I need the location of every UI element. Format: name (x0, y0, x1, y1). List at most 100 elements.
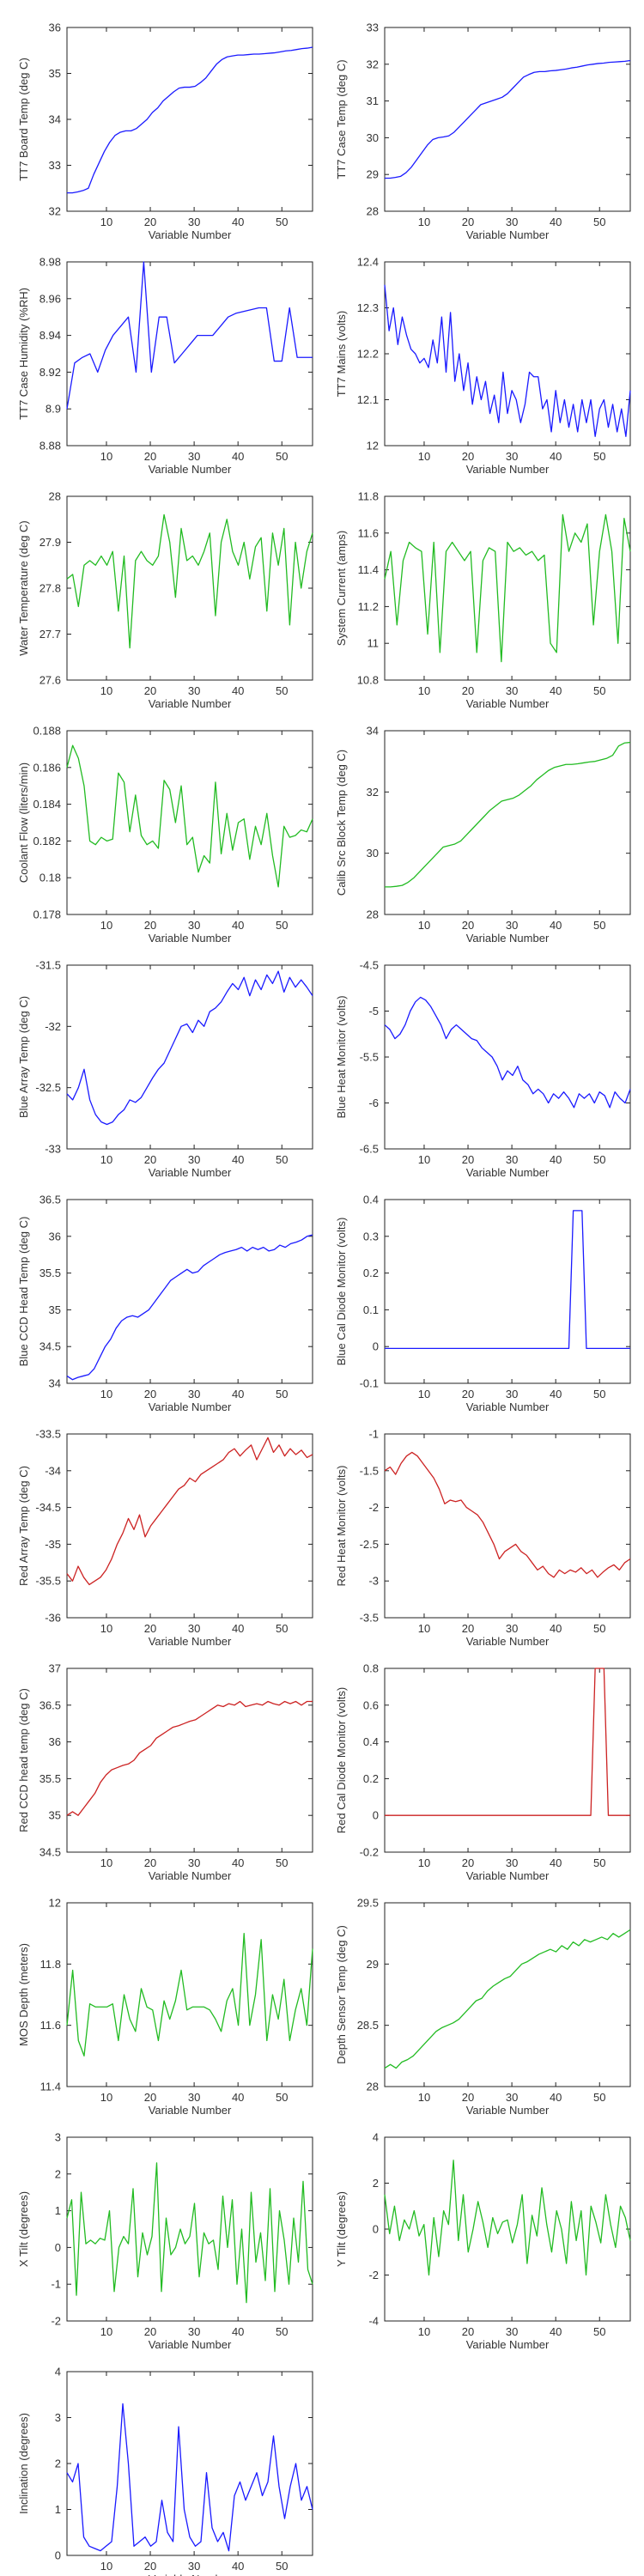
x-tick-label: 10 (100, 450, 112, 463)
y-tick-label: -31.5 (35, 959, 61, 972)
y-tick-label: 34 (49, 113, 61, 126)
plot-frame (66, 1433, 313, 1619)
y-tick-label: 12 (49, 1897, 61, 1910)
x-tick-label: 10 (100, 1388, 112, 1400)
y-tick-label: 11.6 (358, 526, 379, 539)
plot-frame (384, 730, 631, 915)
x-tick-label: 40 (232, 1622, 244, 1635)
x-axis-label: Variable Number (466, 228, 550, 241)
y-axis-label: TT7 Board Temp (deg C) (17, 58, 30, 181)
chart-panel-7: 0.178 0.18 0.182 0.184 0.186 0.188 10 20 30 40 50 V… (17, 725, 313, 945)
y-tick-label: 1 (55, 2503, 61, 2516)
y-tick-label: 29.5 (357, 1897, 379, 1910)
y-tick-label: 33 (367, 21, 379, 34)
x-tick-label: 40 (550, 450, 562, 463)
x-tick-label: 30 (188, 1153, 200, 1166)
x-tick-label: 20 (462, 2325, 474, 2338)
x-tick-label: 40 (232, 2091, 244, 2104)
plot-frame (384, 1668, 631, 1853)
y-axis-label: Blue Cal Diode Monitor (volts) (335, 1218, 348, 1366)
x-tick-label: 20 (462, 450, 474, 463)
y-tick-label: 8.88 (39, 440, 61, 453)
x-axis-label: Variable Number (466, 1166, 550, 1179)
y-tick-label: 32 (367, 58, 379, 70)
x-tick-label: 50 (593, 450, 605, 463)
y-axis-label: Blue CCD Head Temp (deg C) (17, 1217, 30, 1367)
y-tick-label: -34.5 (35, 1501, 61, 1514)
x-tick-label: 30 (188, 1622, 200, 1635)
y-tick-label: 28 (367, 205, 379, 218)
x-axis-label: Variable Number (149, 2338, 232, 2351)
x-tick-label: 10 (100, 1153, 112, 1166)
x-tick-label: 40 (550, 2091, 562, 2104)
y-tick-label: -3 (368, 1575, 379, 1588)
x-tick-label: 50 (593, 684, 605, 697)
x-tick-label: 10 (418, 2325, 430, 2338)
y-tick-label: 0.8 (363, 1662, 379, 1675)
y-tick-label: 35 (49, 67, 61, 80)
x-tick-label: 40 (232, 2560, 244, 2573)
x-tick-label: 10 (418, 684, 430, 697)
y-tick-label: 0 (55, 2241, 61, 2254)
x-axis-label: Variable Number (149, 1635, 232, 1648)
x-axis-label: Variable Number (466, 1869, 550, 1882)
y-tick-label: 0.18 (39, 872, 61, 884)
chart-panel-3: 8.88 8.9 8.92 8.94 8.96 8.98 10 20 30 40 50 Variabl… (17, 256, 313, 476)
x-tick-label: 50 (593, 1622, 605, 1635)
y-tick-label: 35.5 (39, 1772, 61, 1785)
y-tick-label: 35.5 (39, 1267, 61, 1279)
y-tick-label: 0 (373, 1809, 379, 1822)
y-tick-label: 12.1 (357, 393, 379, 406)
x-axis-label: Variable Number (149, 2104, 232, 2117)
series-line (66, 513, 313, 649)
x-tick-label: 20 (462, 919, 474, 932)
y-axis-label: TT7 Case Temp (deg C) (335, 59, 348, 179)
plot-frame (384, 495, 631, 681)
x-tick-label: 30 (506, 216, 518, 228)
y-tick-label: 11.6 (40, 2019, 61, 2032)
chart-panel-15: 34.5 35 35.5 36 36.5 37 10 20 30 40 50 Variable Num… (17, 1662, 313, 1882)
y-tick-label: 4 (373, 2131, 379, 2144)
x-tick-label: 10 (418, 1622, 430, 1635)
x-axis-label: Variable Number (149, 228, 232, 241)
x-axis-label: Variable Number (466, 463, 550, 476)
y-tick-label: -2.5 (360, 1538, 379, 1551)
y-tick-label: -1 (51, 2278, 61, 2291)
x-tick-label: 50 (276, 450, 288, 463)
y-tick-label: 36.5 (39, 1698, 61, 1711)
x-tick-label: 10 (418, 216, 430, 228)
y-tick-label: 32 (367, 786, 379, 799)
series-line (385, 1668, 630, 1816)
series-line (384, 513, 631, 663)
y-tick-label: 4 (55, 2366, 61, 2379)
x-tick-label: 20 (144, 2560, 156, 2573)
x-tick-label: 30 (188, 684, 200, 697)
x-tick-label: 50 (276, 1388, 288, 1400)
y-tick-label: 0.4 (363, 1194, 379, 1206)
y-tick-label: 0.1 (363, 1303, 379, 1316)
series-line (66, 261, 313, 410)
y-tick-label: -2 (368, 2269, 379, 2281)
plot-frame (384, 1902, 631, 2087)
y-axis-label: TT7 Case Humidity (%RH) (17, 288, 30, 420)
x-tick-label: 50 (593, 1388, 605, 1400)
x-tick-label: 50 (276, 2325, 288, 2338)
x-tick-label: 30 (506, 2325, 518, 2338)
chart-panel-16: -0.2 0 0.2 0.4 0.6 0.8 10 20 30 40 50 Variable Numb… (335, 1662, 631, 1882)
y-tick-label: 12 (367, 440, 379, 453)
y-axis-label: Water Temperature (deg C) (17, 520, 30, 656)
y-tick-label: 0.6 (363, 1698, 379, 1711)
x-tick-label: 40 (232, 216, 244, 228)
y-axis-label: Coolant Flow (liters/min) (17, 762, 30, 883)
y-axis-label: MOS Depth (meters) (17, 1943, 30, 2046)
chart-panel-6: 10.8 11 11.2 11.4 11.6 11.8 10 20 30 40 50 Variable… (335, 490, 631, 710)
y-tick-label: 28 (49, 490, 61, 503)
y-tick-label: -33.5 (35, 1428, 61, 1441)
y-tick-label: -2 (368, 1501, 379, 1514)
y-tick-label: 8.92 (39, 366, 61, 379)
x-tick-label: 40 (550, 1153, 562, 1166)
x-tick-label: 30 (506, 1622, 518, 1635)
y-tick-label: 27.6 (39, 674, 61, 687)
x-tick-label: 30 (506, 2091, 518, 2104)
